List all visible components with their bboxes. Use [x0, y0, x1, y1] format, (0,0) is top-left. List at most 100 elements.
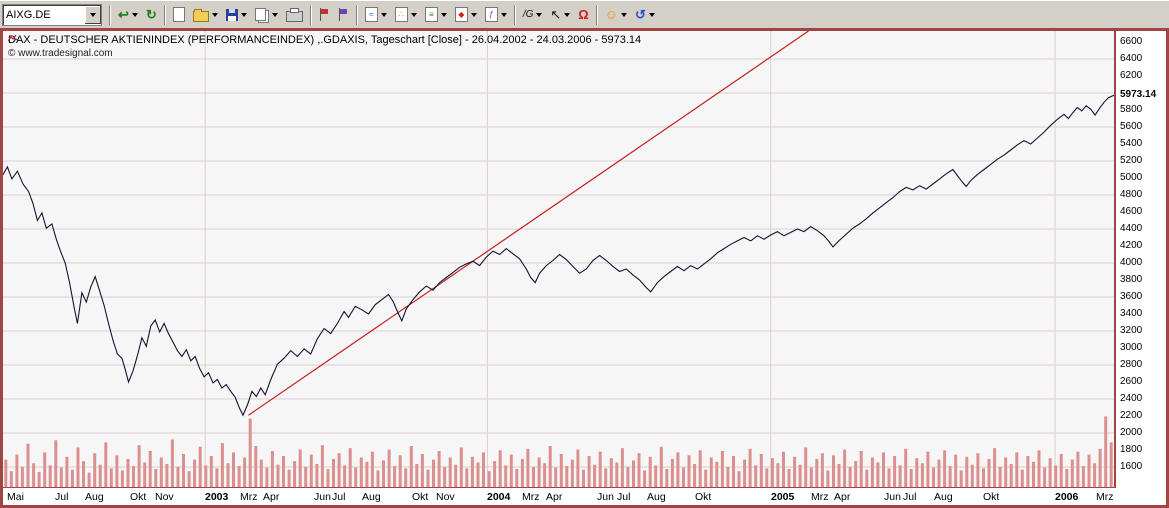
volume-bar: [670, 458, 674, 487]
volume-bar: [970, 464, 974, 487]
x-axis-label: Mrz: [522, 491, 540, 503]
dropdown-caret-icon[interactable]: [131, 13, 138, 20]
rotate-button[interactable]: ↺: [631, 2, 659, 28]
trendline[interactable]: [248, 31, 809, 416]
x-axis-label: 2004: [487, 491, 511, 503]
volume-bar: [698, 450, 702, 487]
chart-tool-icon: ≈: [364, 7, 378, 22]
price-series-line[interactable]: [3, 94, 1114, 417]
smiley-button[interactable]: ☺: [601, 2, 631, 28]
volume-bar: [159, 457, 163, 487]
volume-bar: [754, 465, 758, 487]
refresh-button[interactable]: ↻: [142, 2, 161, 28]
new-document-button[interactable]: [169, 2, 189, 28]
dropdown-caret-icon[interactable]: [648, 13, 655, 20]
copy-icon: [254, 8, 266, 21]
pointer-tool-button[interactable]: ↖: [546, 2, 574, 28]
dropdown-caret-icon[interactable]: [410, 13, 417, 20]
watchlist-tool-button[interactable]: ≡: [421, 2, 451, 28]
volume-bar: [743, 459, 747, 487]
dropdown-caret-icon[interactable]: [536, 13, 543, 20]
dropdown-caret-icon[interactable]: [211, 13, 218, 20]
formula-tool-button[interactable]: /G: [519, 2, 547, 28]
x-axis-scale[interactable]: Mai Jul Aug Okt Nov 2003 Mrz Apr Jun Jul Aug Okt Nov…: [3, 489, 1116, 505]
save-button[interactable]: [222, 2, 251, 28]
volume-bar: [615, 462, 619, 487]
portfolio-tool-icon: ◆: [454, 7, 468, 22]
dropdown-caret-icon[interactable]: [470, 13, 477, 20]
volume-bar: [920, 463, 924, 487]
print-icon: [285, 8, 303, 22]
volume-bar: [15, 454, 19, 487]
print-button[interactable]: [282, 2, 307, 28]
volume-bar: [398, 455, 402, 487]
formula-tool-icon: /G: [522, 8, 534, 20]
y-axis-tick: 5200: [1120, 155, 1143, 166]
volume-bar: [187, 471, 191, 487]
volume-bar: [209, 456, 213, 487]
dropdown-caret-icon[interactable]: [380, 13, 387, 20]
chart-tool-button[interactable]: ≈: [361, 2, 391, 28]
scanner-tool-button[interactable]: ∴: [391, 2, 421, 28]
combobox-dropdown-button[interactable]: [85, 5, 101, 24]
volume-bar: [487, 471, 491, 487]
volume-bar: [776, 463, 780, 487]
symbol-combobox[interactable]: AIXG.DE: [2, 3, 102, 26]
x-axis-label: Apr: [263, 491, 280, 503]
volume-bar: [537, 457, 541, 487]
last-price-label: 5973.14: [1118, 88, 1159, 101]
volume-bar: [859, 451, 863, 487]
volume-bar: [148, 451, 152, 487]
volume-bar: [1098, 448, 1102, 487]
volume-bar: [532, 466, 535, 487]
volume-bar: [1070, 459, 1074, 487]
chart-copyright: © www.tradesignal.com: [8, 48, 113, 59]
dropdown-caret-icon[interactable]: [564, 13, 571, 20]
x-axis-label: Apr: [834, 491, 851, 503]
volume-bar: [709, 457, 713, 487]
dropdown-caret-icon[interactable]: [500, 13, 507, 20]
copy-button[interactable]: [251, 2, 282, 28]
volume-bar: [432, 459, 435, 487]
dropdown-caret-icon[interactable]: [440, 13, 447, 20]
undo-button[interactable]: ↩: [114, 2, 142, 28]
volume-bar: [748, 448, 752, 487]
x-axis-label: Okt: [695, 491, 712, 503]
dropdown-caret-icon[interactable]: [240, 13, 247, 20]
volume-bar: [26, 443, 30, 487]
open-button[interactable]: [189, 2, 222, 28]
volume-bar: [976, 453, 980, 487]
volume-bar: [476, 462, 480, 487]
volume-bar: [948, 466, 952, 487]
volume-bar: [109, 468, 113, 487]
volume-bar: [843, 449, 847, 487]
volume-bar: [248, 418, 252, 487]
volume-bar: [715, 461, 719, 487]
volume-bar: [1087, 454, 1091, 487]
volume-bar: [954, 454, 958, 487]
volume-bar: [76, 447, 80, 487]
volume-bar: [804, 447, 808, 487]
toolbar-separator: [109, 4, 111, 25]
volume-bar: [826, 470, 830, 487]
red-flag-button[interactable]: [315, 2, 334, 28]
volume-bar: [37, 471, 41, 487]
volume-bar: [359, 457, 363, 487]
y-axis-scale[interactable]: 5973.14 6600 6400 6200 5800 5600 5400 5200 5000…: [1116, 31, 1166, 505]
strategy-tool-button[interactable]: ƒ: [481, 2, 511, 28]
portfolio-tool-button[interactable]: ◆: [451, 2, 481, 28]
new-document-icon: [172, 7, 185, 22]
magnet-button[interactable]: Ω: [574, 2, 592, 28]
dropdown-caret-icon[interactable]: [271, 13, 278, 20]
x-axis-label: Mrz: [240, 491, 258, 503]
x-axis-label: Mai: [7, 491, 24, 503]
smiley-icon: ☺: [604, 6, 618, 22]
y-axis-tick: 1600: [1120, 461, 1143, 472]
chart-plot-area[interactable]: DAX - DEUTSCHER AKTIENINDEX (PERFORMANCE…: [3, 31, 1116, 488]
y-axis-tick: 3800: [1120, 274, 1143, 285]
chart-canvas[interactable]: [3, 31, 1114, 487]
purple-flag-button[interactable]: [334, 2, 353, 28]
volume-bar: [854, 461, 858, 487]
volume-bar: [493, 461, 497, 487]
dropdown-caret-icon[interactable]: [621, 13, 627, 20]
